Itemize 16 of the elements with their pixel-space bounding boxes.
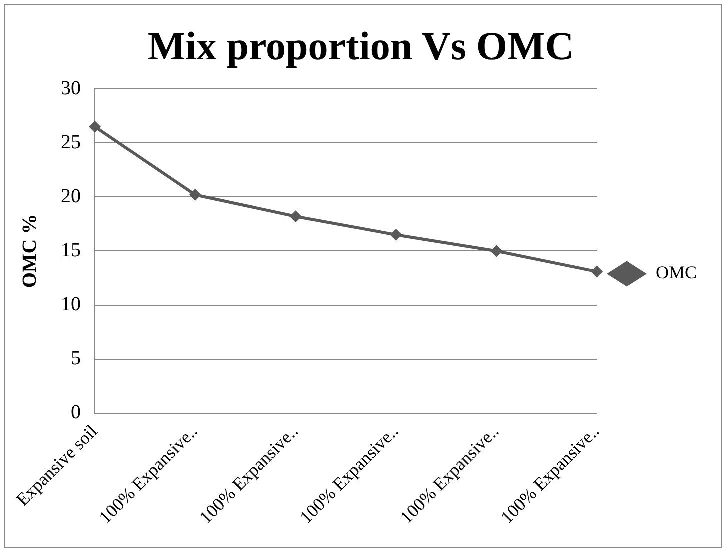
- y-tick-label: 30: [61, 77, 81, 100]
- point: [89, 120, 101, 133]
- y-tick-label: 5: [71, 348, 81, 370]
- y-tick-label: 10: [61, 294, 81, 316]
- y-tick-label: 20: [61, 185, 81, 208]
- chart-title: Mix proportion Vs OMC: [148, 23, 574, 68]
- y-tick-label: 25: [61, 131, 81, 154]
- y-axis-title: OMC %: [19, 214, 42, 288]
- y-tick-label: 0: [71, 402, 81, 424]
- legend-label: OMC: [656, 262, 698, 283]
- point: [490, 245, 503, 258]
- point: [390, 229, 402, 242]
- y-tick-label: 15: [61, 239, 81, 262]
- point: [189, 188, 202, 201]
- point: [290, 210, 302, 223]
- point: [590, 266, 603, 278]
